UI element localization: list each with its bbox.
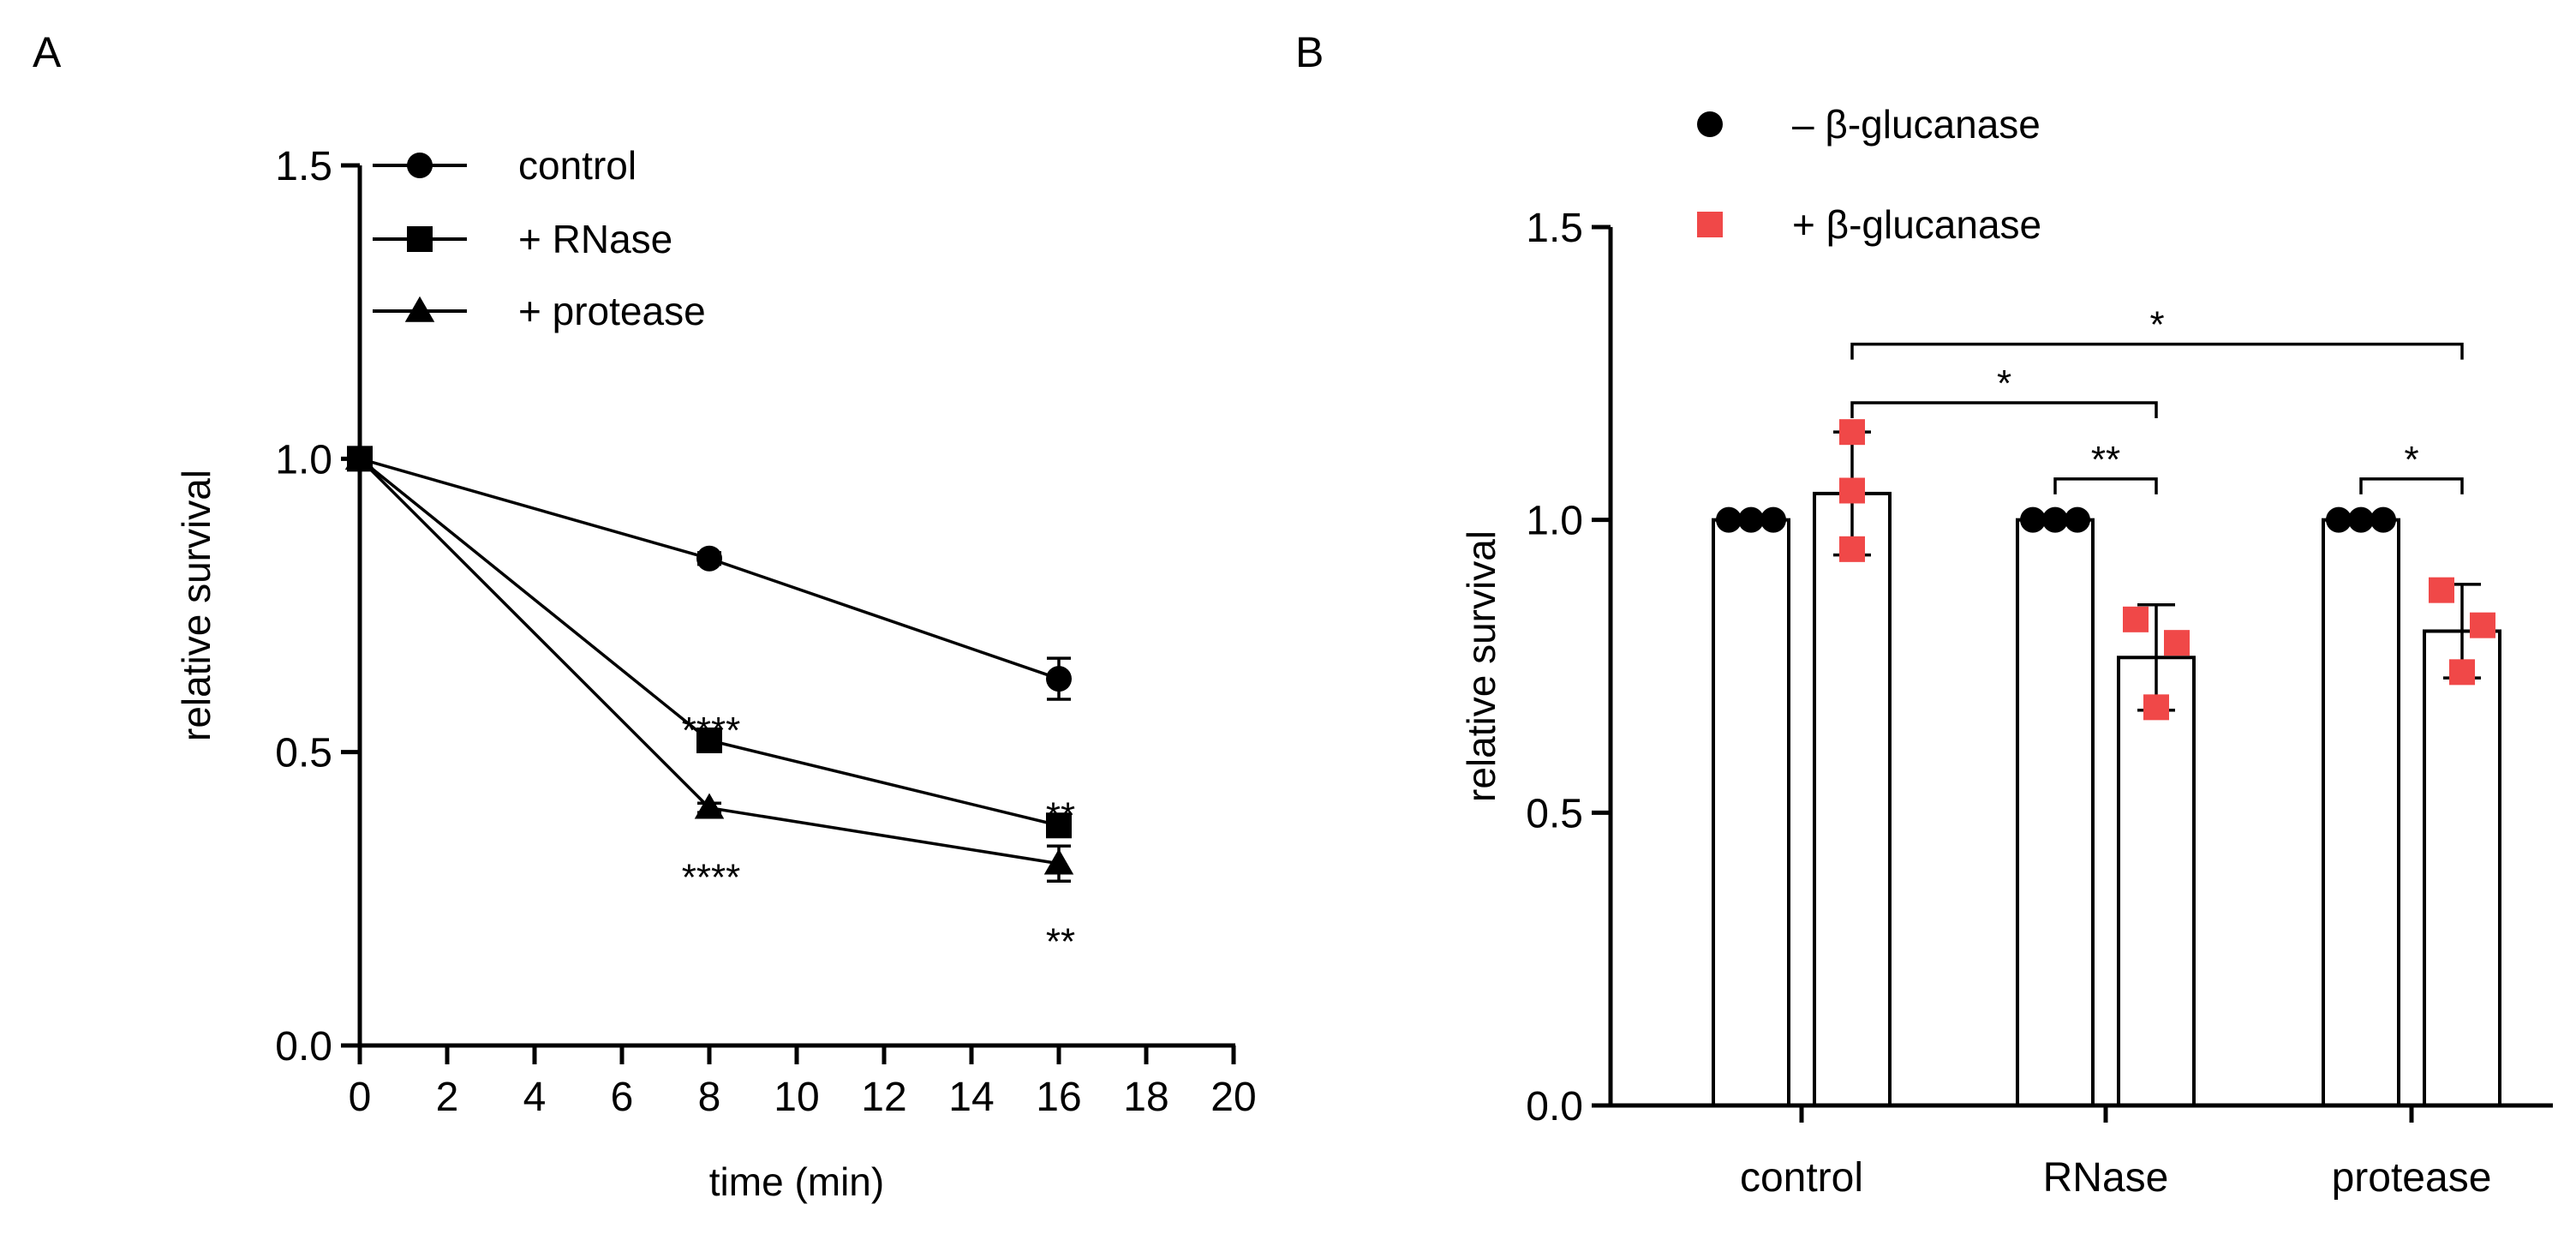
x-tick-label: RNase bbox=[2043, 1155, 2169, 1201]
significance-bracket bbox=[1850, 342, 2464, 360]
data-point bbox=[2164, 630, 2190, 656]
legend-label: + RNase bbox=[518, 217, 672, 261]
y-tick-label: 1.0 bbox=[275, 437, 332, 482]
legend-label: + β-glucanase bbox=[1792, 202, 2041, 247]
chart-b: control RNase protease 0.0 0.5 1.0 1.5 relative… bbox=[1459, 102, 2553, 1201]
x-tick-label: 2 bbox=[436, 1075, 459, 1120]
legend-label: + protease bbox=[518, 289, 706, 333]
bar bbox=[1813, 491, 1892, 1107]
y-tick-label: 1.5 bbox=[1526, 206, 1583, 251]
data-point bbox=[1760, 506, 1786, 533]
x-tick-label: 0 bbox=[349, 1075, 372, 1120]
data-point bbox=[2042, 506, 2068, 533]
data-point bbox=[1738, 506, 1764, 533]
x-tick-label: control bbox=[1740, 1155, 1863, 1201]
legend-marker bbox=[407, 153, 433, 178]
significance-label: * bbox=[2149, 304, 2164, 346]
x-tick-label: 20 bbox=[1210, 1075, 1256, 1120]
data-point bbox=[1046, 666, 1072, 692]
significance-label: * bbox=[1997, 362, 2011, 404]
significance-bracket bbox=[1850, 401, 2158, 418]
y-axis-title: relative survival bbox=[174, 470, 218, 741]
x-axis-title: time (min) bbox=[709, 1159, 884, 1204]
y-tick-label: 1.5 bbox=[275, 144, 332, 189]
data-point bbox=[2143, 694, 2169, 721]
data-point bbox=[2326, 506, 2352, 533]
y-tick-label: 0.0 bbox=[1526, 1084, 1583, 1129]
significance-label: **** bbox=[682, 856, 741, 898]
y-tick-label: 0.5 bbox=[275, 731, 332, 776]
x-tick-label: 14 bbox=[948, 1075, 994, 1120]
bar bbox=[2423, 629, 2501, 1107]
data-point bbox=[344, 444, 375, 470]
significance-label: * bbox=[2404, 439, 2418, 481]
x-tick-label: 12 bbox=[861, 1075, 906, 1120]
significance-label: **** bbox=[682, 710, 741, 752]
data-point bbox=[2370, 506, 2396, 533]
y-tick-label: 1.0 bbox=[1526, 499, 1583, 544]
bar bbox=[2016, 518, 2095, 1107]
x-tick-label: 10 bbox=[774, 1075, 819, 1120]
significance-label: ** bbox=[2091, 439, 2120, 481]
panel-label-a: A bbox=[33, 28, 62, 76]
legend-marker bbox=[404, 296, 435, 322]
data-point bbox=[2065, 506, 2090, 533]
data-point bbox=[2449, 659, 2475, 686]
data-point bbox=[696, 727, 722, 753]
x-tick-label: 8 bbox=[698, 1075, 721, 1120]
x-tick-label: 16 bbox=[1036, 1075, 1081, 1120]
data-point bbox=[2470, 612, 2495, 638]
legend-marker bbox=[1697, 212, 1723, 237]
data-point bbox=[1716, 506, 1742, 533]
data-point bbox=[1839, 477, 1865, 504]
data-point bbox=[2348, 506, 2374, 533]
significance-bracket bbox=[2359, 477, 2464, 494]
data-point bbox=[1046, 812, 1072, 839]
y-tick-label: 0.5 bbox=[1526, 791, 1583, 836]
data-point bbox=[1839, 419, 1865, 446]
data-point bbox=[2429, 577, 2454, 603]
y-tick-label: 0.0 bbox=[275, 1024, 332, 1069]
x-tick-label: 4 bbox=[523, 1075, 547, 1120]
x-tick-label: protease bbox=[2332, 1155, 2492, 1201]
legend-marker bbox=[407, 226, 433, 252]
bar bbox=[2117, 656, 2196, 1107]
legend-label: control bbox=[518, 143, 637, 188]
data-point bbox=[2020, 506, 2046, 533]
data-point bbox=[2123, 606, 2149, 632]
y-axis-title: relative survival bbox=[1459, 530, 1503, 802]
panel-label-b: B bbox=[1295, 28, 1324, 76]
data-point bbox=[694, 793, 725, 819]
legend-label: – β-glucanase bbox=[1792, 102, 2041, 147]
data-point bbox=[696, 545, 722, 572]
significance-label: ** bbox=[1046, 921, 1075, 963]
bar bbox=[2322, 518, 2400, 1107]
data-point bbox=[1839, 536, 1865, 562]
x-tick-label: 6 bbox=[611, 1075, 634, 1120]
significance-label: ** bbox=[1046, 794, 1075, 836]
significance-bracket bbox=[2053, 477, 2158, 494]
x-tick-label: 18 bbox=[1123, 1075, 1168, 1120]
chart-a: 0.0 0.5 1.0 1.5 0 2 4 6 8 10 12 14 16 18 20 time (min) r… bbox=[174, 143, 1257, 1204]
legend-marker bbox=[1697, 111, 1723, 137]
bar bbox=[1712, 518, 1790, 1107]
data-point bbox=[1043, 848, 1074, 875]
